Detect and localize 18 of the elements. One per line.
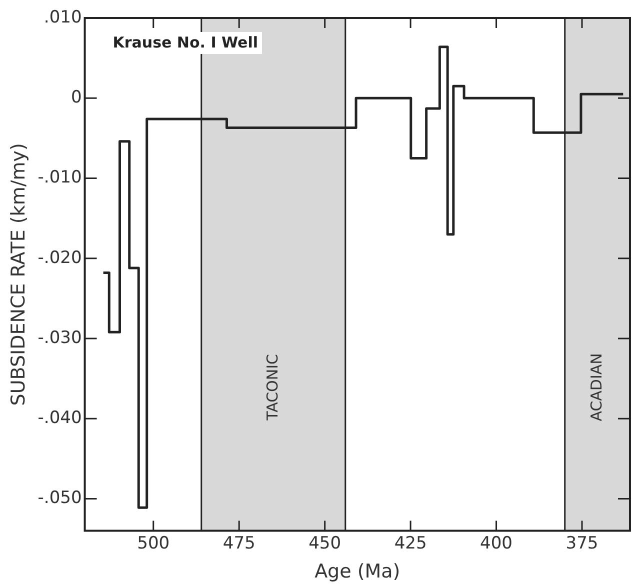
x-tick-label: 500: [137, 533, 170, 554]
x-tick-label: 475: [222, 533, 256, 554]
y-tick-label: -.050: [38, 488, 82, 508]
x-tick-label: 450: [308, 533, 342, 554]
y-tick-label: .010: [44, 7, 82, 28]
y-axis-title: SUBSIDENCE RATE (km/my): [7, 143, 30, 406]
y-tick-label: 0: [70, 88, 82, 108]
y-tick-label: -.030: [38, 328, 82, 348]
x-tick-label: 425: [394, 533, 427, 554]
y-tick-label: -.010: [38, 168, 82, 188]
y-tick-label: -.040: [38, 408, 82, 428]
x-axis-title: Age (Ma): [314, 560, 400, 583]
band-label: TACONIC: [263, 354, 282, 422]
band-label: ACADIAN: [587, 353, 606, 422]
annotation: Krause No. I Well: [112, 33, 258, 52]
y-tick-label: -.020: [38, 248, 82, 268]
x-tick-label: 400: [480, 533, 512, 554]
x-tick-label: 375: [566, 533, 598, 554]
